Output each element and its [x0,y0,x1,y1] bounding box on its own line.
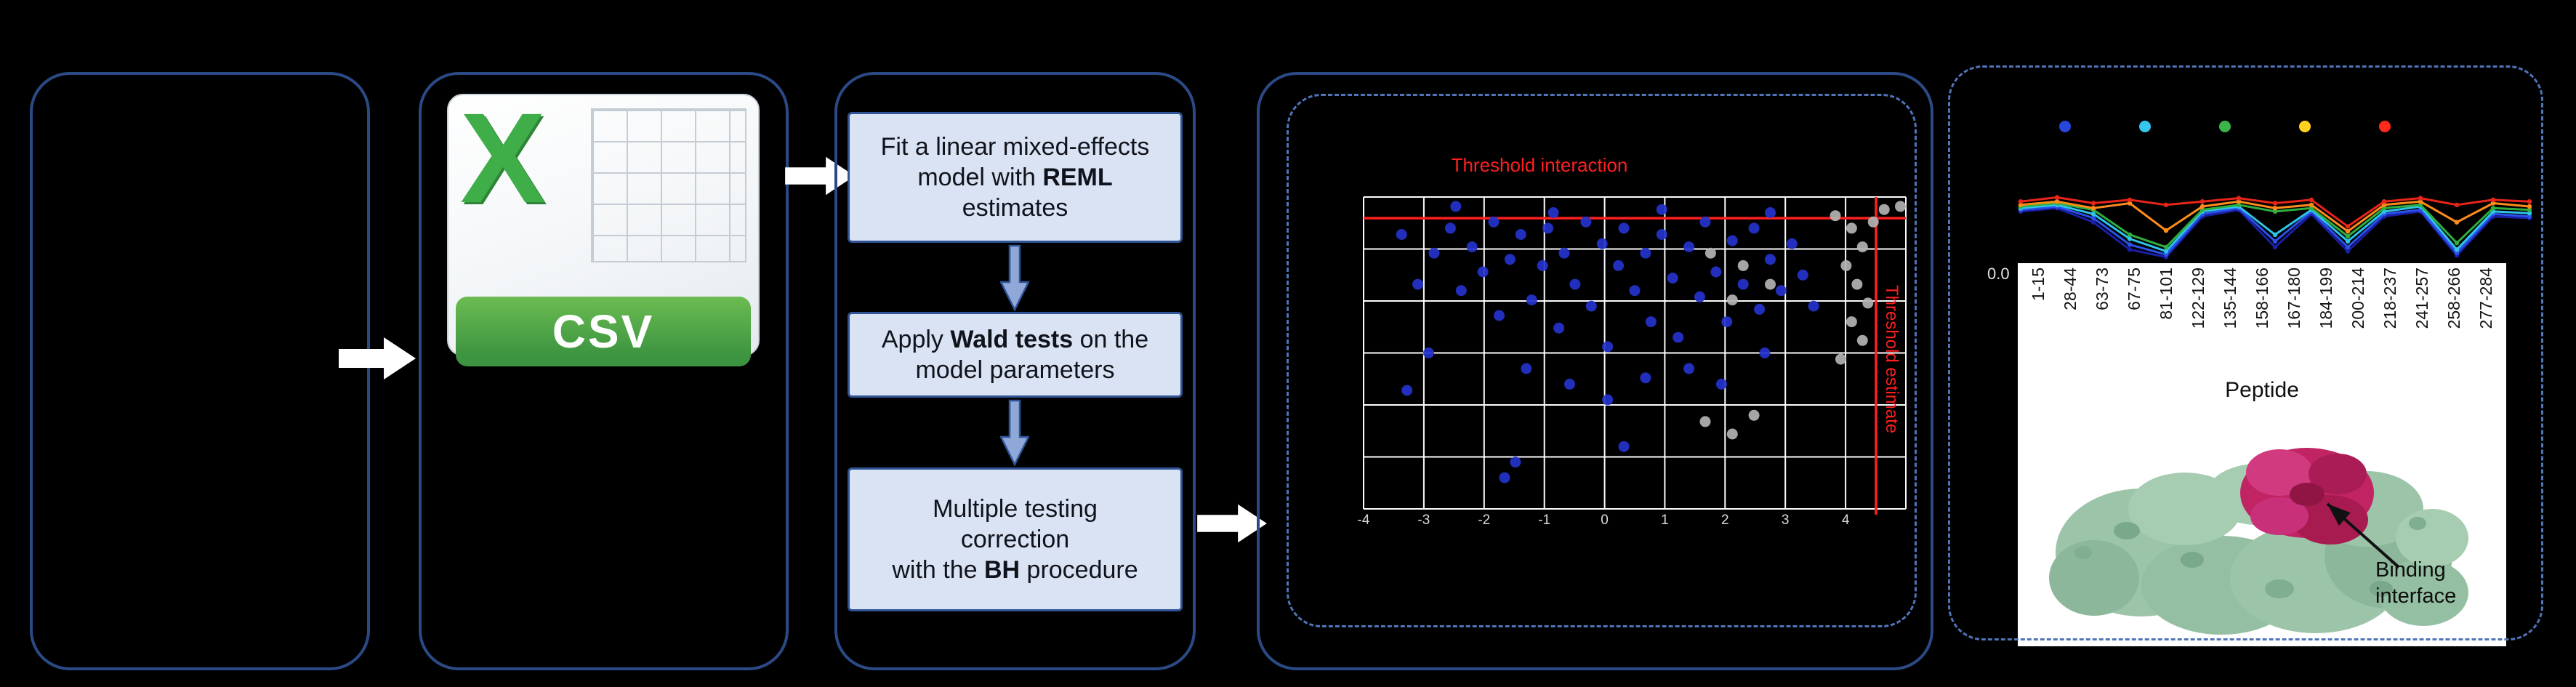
binding-interface-arrow-icon [2326,502,2400,569]
condition-dot-icon [2059,121,2071,132]
x-tick-label: 1 [1661,513,1669,528]
condition-legend-dots [2059,121,2401,134]
peptide-tick-label: 184-199 [2316,268,2335,329]
x-tick-label: 2 [1721,513,1729,528]
peptide-tick-label: 1-15 [2028,268,2048,302]
threshold-interaction-label: Threshold interaction [1451,154,1628,176]
step-bh-line1: Multiple testing [933,494,1098,523]
scatter-x-tick-labels: -4 -3 -2 -1 0 1 2 3 4 [1358,513,1906,531]
threshold-estimate-label: Threshold estimate [1882,285,1901,434]
peptide-tick-label: 135-144 [2220,268,2239,329]
peptide-tick-label: 167-180 [2284,268,2303,329]
stats-pipeline-panel [834,72,1196,670]
peptide-tick-label: 28-44 [2060,268,2080,310]
step-wald-tests-text: Apply Wald tests on the model parameters [881,325,1149,384]
peptide-profile-chart [2018,195,2532,260]
peptide-tick-label: 258-266 [2444,268,2463,329]
condition-dot-icon [2139,121,2151,132]
peptide-tick-label: 122-129 [2188,268,2207,329]
flow-arrow-right-icon [1197,504,1267,543]
condition-dot-icon [2299,121,2311,132]
x-tick-label: 0 [1601,513,1609,528]
spreadsheet-grid [591,108,746,262]
csv-banner-label: CSV [456,297,751,366]
step-fit-lmm: Fit a linear mixed-effects model with RE… [848,112,1183,243]
step-fit-lmm-text: Fit a linear mixed-effects model with RE… [880,132,1150,222]
peptide-tick-label: 200-214 [2348,268,2367,329]
x-tick-label: 3 [1781,513,1790,528]
peptide-tick-label: 241-257 [2412,268,2431,329]
flow-arrow-down-icon [1000,399,1029,466]
step-bh-line2: correction [960,525,1070,553]
peptide-tick-label: 63-73 [2092,268,2112,310]
intro-panel [30,72,370,670]
csv-panel [419,72,789,670]
scatter-plot [1363,196,1907,515]
step-bh-line3: with the BH procedure [892,556,1138,584]
peptide-tick-label: 158-166 [2252,268,2271,329]
results-panel [1257,72,1933,670]
flow-arrow-down-icon [1000,244,1029,311]
excel-x-logo: X [460,87,546,230]
condition-dot-icon [2219,121,2231,132]
x-tick-label: 4 [1841,513,1850,528]
x-tick-label: -1 [1538,513,1551,528]
peptide-tick-label: 218-237 [2380,268,2399,329]
binding-interface-label: Binding interface [2375,558,2457,608]
csv-file-icon: X CSV [447,87,760,366]
y-axis-zero-label: 0.0 [1987,265,2010,283]
x-tick-label: -4 [1357,513,1370,528]
peptide-tick-label: 67-75 [2124,268,2144,310]
x-tick-label: -3 [1417,513,1430,528]
x-tick-label: -2 [1478,513,1491,528]
step-wald-tests: Apply Wald tests on the model parameters [848,312,1183,398]
peptide-axis-title: Peptide [2225,378,2299,402]
condition-dot-icon [2379,121,2391,132]
peptide-tick-label: 277-284 [2476,268,2495,329]
peptide-tick-label: 81-101 [2156,268,2175,320]
step-bh-correction: Multiple testing correction with the BH … [848,467,1183,611]
peptide-axis-labels: 1-15 28-44 63-73 67-75 81-101 122-129 135-144 1… [2022,268,2502,382]
flow-arrow-right-icon [339,337,416,379]
